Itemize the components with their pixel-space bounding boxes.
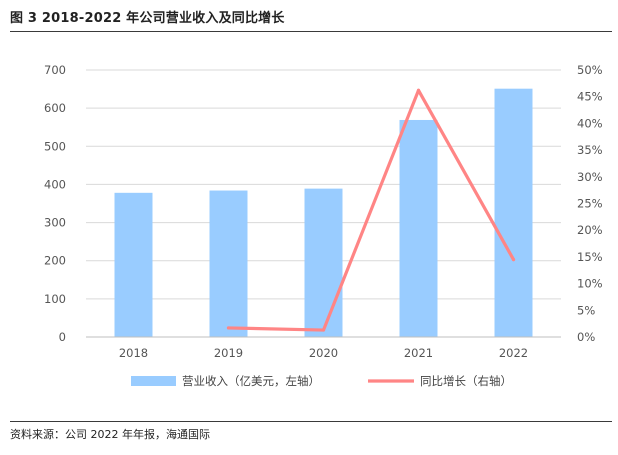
x-tick-label: 2022 [499,346,528,360]
y-left-tick-label: 600 [44,101,66,115]
y-right-tick-label: 25% [577,197,603,211]
chart-title: 图 3 2018-2022 年公司营业收入及同比增长 [10,11,285,26]
bar [494,88,533,337]
axes: 0 100 200 300 400 500 600 700 0% 5% 10% 15% 20% 25% 30… [44,63,603,360]
y-right-tick-label: 35% [577,143,603,157]
y-left-tick-label: 400 [44,177,66,191]
y-left-tick-label: 100 [44,292,66,306]
y-right-tick-label: 15% [577,250,603,264]
y-right-tick-label: 20% [577,223,603,237]
x-tick-label: 2020 [309,346,338,360]
title-divider [10,31,612,32]
x-tick-label: 2018 [119,346,148,360]
bar-series [114,88,533,338]
line-point [226,326,231,330]
line-series [226,88,516,332]
y-right-tick-label: 30% [577,170,603,184]
source-note: 资料来源：公司 2022 年年报，海通国际 [10,428,210,441]
y-left-tick-label: 700 [44,63,66,77]
bar [209,190,248,337]
y-left-tick-label: 0 [59,330,66,344]
y-right-tick-label: 45% [577,90,603,104]
legend-label-line: 同比增长（右轴） [420,374,512,388]
legend: 营业收入（亿美元，左轴） 同比增长（右轴） [131,374,512,388]
y-right-tick-label: 5% [577,303,595,317]
footer-divider [10,421,612,422]
bar [399,119,438,338]
line-point [321,328,326,332]
x-tick-label: 2019 [214,346,243,360]
y-left-tick-label: 300 [44,216,66,230]
chart: 0 100 200 300 400 500 600 700 0% 5% 10% 15% 20% 25% 30… [44,63,603,388]
y-right-tick-label: 10% [577,277,603,291]
y-right-tick-label: 0% [577,330,595,344]
line-point [416,88,421,92]
y-right-tick-label: 40% [577,116,603,130]
y-right-tick-label: 50% [577,63,603,77]
legend-swatch-bar [131,376,176,386]
x-tick-label: 2021 [404,346,433,360]
growth-line [226,88,516,332]
line-point [511,257,516,262]
legend-label-bar: 营业收入（亿美元，左轴） [182,374,320,388]
bar [114,192,153,337]
y-left-tick-label: 500 [44,139,66,153]
y-left-tick-label: 200 [44,254,66,268]
bar [304,188,343,337]
